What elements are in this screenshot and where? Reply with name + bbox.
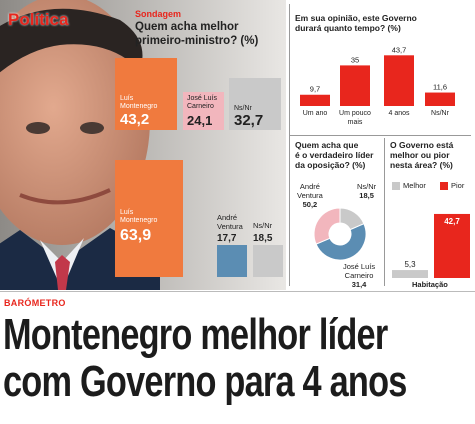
legend-pior: Pior [451, 181, 465, 190]
habitacao-chart: 5,3 42,7 [392, 213, 470, 278]
donut-slice [315, 222, 367, 261]
pie-label-nsnr: Ns/Nr 18,5 [357, 182, 377, 200]
habitacao-bar [392, 270, 428, 278]
duration-value: 35 [351, 55, 359, 64]
headline-line2: com Governo para 4 anos [3, 357, 407, 406]
nsnr2-label: Ns/Nr [253, 221, 273, 230]
duration-label: 4 anos [388, 110, 410, 117]
legend-melhor: Melhor [403, 181, 426, 190]
bar-value: 32,7 [234, 112, 264, 129]
duration-bar [384, 55, 414, 106]
duration-bar [340, 65, 370, 106]
duration-bar [300, 94, 330, 106]
duration-label: mais [348, 119, 363, 126]
habitacao-bar [434, 213, 470, 278]
habitacao-value: 42,7 [444, 217, 460, 226]
bar-montenegro-vs-ventura: Luís Montenegro 63,9 [115, 160, 183, 277]
panel1-question-line1: Quem acha melhor [135, 21, 239, 33]
bar-nsnr-pm: Ns/Nr 32,7 [229, 78, 281, 130]
duration-label: Um pouco [339, 110, 371, 117]
duration-bar [425, 92, 455, 106]
bar-label: José Luís Carneiro [187, 95, 217, 110]
bar-carneiro-pm: José Luís Carneiro 24,1 [183, 92, 224, 130]
habitacao-value: 5,3 [404, 260, 416, 269]
bar-label: Luís Montenegro [120, 95, 158, 110]
bar-ventura [217, 245, 247, 277]
survey-tag: Sondagem [135, 9, 182, 19]
bar-value: 24,1 [187, 113, 213, 128]
panel2-question: Em sua opinião, este Governo durará quant… [295, 13, 417, 33]
divider-horizontal [289, 135, 471, 136]
bar-montenegro-pm: Luís Montenegro 43,2 [115, 58, 177, 130]
headline: Montenegro melhor líder com Governo para… [3, 310, 407, 406]
bar-label: Ns/Nr [234, 105, 252, 112]
section-label: Política [8, 10, 69, 29]
bar-nsnr2 [253, 245, 283, 277]
duration-chart: 9,7 Um ano 35 Um pouco mais 43,7 4 anos 11,6 Ns/… [300, 45, 455, 126]
bar-value: 63,9 [120, 227, 152, 244]
duration-value: 9,7 [310, 85, 320, 94]
panel1-question-line2: primeiro-ministro? (%) [135, 35, 259, 47]
duration-label: Ns/Nr [431, 110, 450, 117]
bar-value: 43,2 [120, 111, 150, 128]
bar-label: Luís Montenegro [120, 209, 158, 224]
legend-swatch-melhor [392, 182, 400, 190]
divider-headline [0, 291, 475, 292]
pie-label-carneiro: José Luís Carneiro 31,4 [343, 262, 376, 289]
ventura-label: André Ventura [217, 213, 243, 231]
panel1-question: Quem acha melhor primeiro-ministro? (%) [135, 20, 258, 48]
divider-vertical [289, 4, 290, 286]
ventura-value: 17,7 [217, 233, 237, 244]
headline-line1: Montenegro melhor líder [3, 310, 388, 359]
donut-slice [313, 207, 341, 245]
kicker: BARÓMETRO [4, 298, 66, 308]
divider-vertical-small [384, 138, 385, 286]
pie-label-ventura: André Ventura 50,2 [297, 182, 323, 209]
legend-swatch-pior [440, 182, 448, 190]
opposition-donut [313, 207, 367, 261]
duration-value: 11,6 [433, 83, 447, 92]
panel4-question: O Governo está melhor ou pior nesta área? … [390, 140, 454, 170]
duration-value: 43,7 [392, 45, 407, 54]
category-habitacao: Habitação [412, 280, 448, 289]
duration-label: Um ano [303, 110, 328, 117]
panel3-question: Quem acha que é o verdadeiro líder da opos… [295, 140, 374, 170]
donut-slice [339, 207, 365, 231]
nsnr2-value: 18,5 [253, 233, 273, 244]
